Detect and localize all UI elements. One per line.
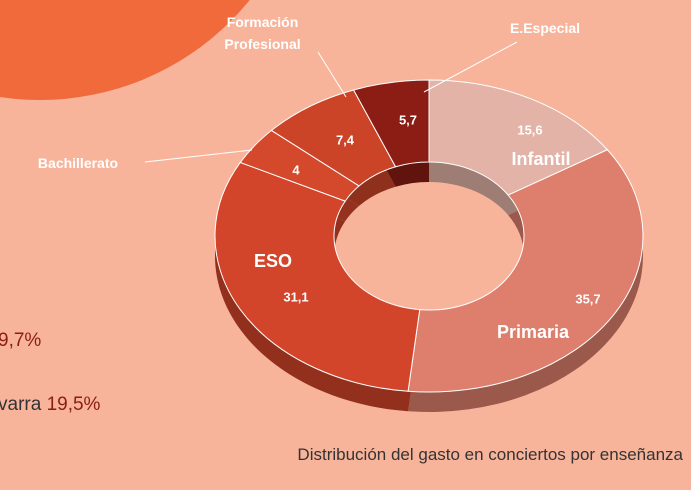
data-label: 31,1 [283,289,308,304]
slice [214,161,421,392]
data-label: 4 [292,162,300,177]
slice-name: Infantil [512,149,571,169]
slice-name: Bachillerato [37,155,119,171]
slice [352,79,430,168]
leader-line [317,51,347,98]
caption: Distribución del gasto en conciertos por… [297,445,683,464]
leader-line [423,41,518,93]
slice-name: Primaria [497,322,570,342]
data-label: 5,7 [399,112,417,127]
side-text: varra 19,5% [0,394,101,415]
orange-shape [0,0,250,100]
side-value: 19,5% [47,394,101,415]
data-label: 15,6 [517,122,542,137]
slice-name: E.Especial [509,20,581,36]
slice-name: ESO [254,251,292,271]
slice [407,149,644,393]
data-label: 7,4 [336,132,355,147]
slice [428,79,609,196]
data-label: 35,7 [575,291,600,306]
slice-name: Formación Profesional [224,14,301,52]
side-value: 9,7% [0,330,41,351]
region: varra [0,394,42,415]
leader-line [144,149,253,163]
